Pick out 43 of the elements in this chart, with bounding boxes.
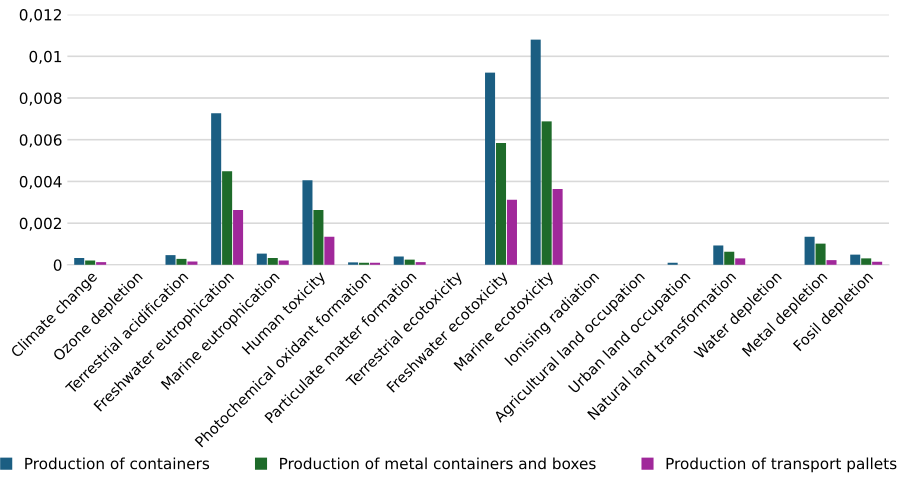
legend-label: Production of containers xyxy=(25,457,210,470)
bar xyxy=(506,200,517,265)
legend-label: Production of transport pallets xyxy=(666,457,896,472)
bar xyxy=(542,121,552,265)
bar xyxy=(233,210,244,265)
legend-label: Production of metal containers and boxes xyxy=(280,457,596,470)
bar xyxy=(735,258,746,265)
bar xyxy=(416,262,426,265)
bar xyxy=(268,258,278,265)
bar xyxy=(826,260,837,265)
bar xyxy=(404,260,415,265)
bar xyxy=(256,254,267,265)
bar xyxy=(496,143,506,265)
y-tick-label: 0,01 xyxy=(29,50,62,64)
y-tick-label: 0,006 xyxy=(20,134,62,148)
bar xyxy=(804,236,815,265)
bar xyxy=(187,262,198,265)
bar xyxy=(74,258,84,265)
bar xyxy=(165,255,176,265)
bar xyxy=(861,258,872,265)
bar xyxy=(324,236,334,265)
bar xyxy=(96,262,106,265)
bar xyxy=(278,260,289,265)
bar xyxy=(211,113,222,265)
bar xyxy=(872,262,882,265)
y-tick-label: 0,012 xyxy=(20,9,61,22)
y-tick-label: 0,008 xyxy=(20,92,62,106)
y-tick-label: 0,002 xyxy=(20,218,61,231)
bar xyxy=(724,252,734,265)
bar xyxy=(85,260,96,265)
bar xyxy=(176,258,186,265)
bar xyxy=(313,210,324,265)
bar xyxy=(394,256,404,265)
bar xyxy=(816,244,826,265)
bar xyxy=(485,72,496,265)
bar xyxy=(713,245,724,265)
bar xyxy=(850,254,860,265)
y-tick-label: 0 xyxy=(54,259,62,271)
bar xyxy=(552,188,563,265)
y-tick-label: 0,004 xyxy=(20,176,62,190)
bar xyxy=(302,180,312,265)
bar xyxy=(530,40,541,265)
bar xyxy=(222,171,232,265)
